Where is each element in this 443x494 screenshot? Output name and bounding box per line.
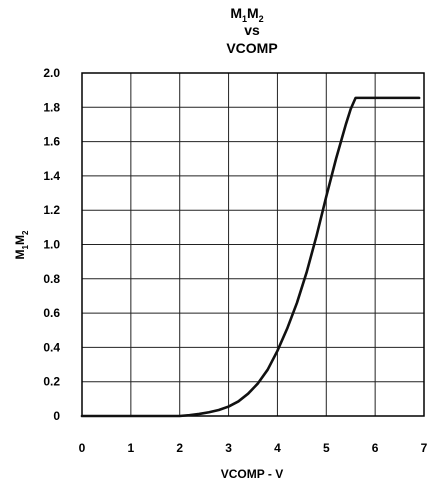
x-tick-label: 3: [225, 441, 232, 455]
y-tick-label: 1.4: [43, 169, 60, 183]
x-tick-label: 6: [372, 441, 379, 455]
tick-labels: 0 1 2 3 4 5 6 7 0 0.2 0.4 0.6 0.8 1.0 1.2 1.4 1.6 1.8 2.0: [43, 66, 427, 455]
x-tick-label: 0: [79, 441, 86, 455]
y-tick-label: 1.6: [43, 135, 60, 149]
y-tick-label: 2.0: [43, 66, 60, 80]
x-tick-label: 4: [274, 441, 281, 455]
chart-title-line2: vs: [244, 22, 260, 38]
y-tick-label: 1.2: [43, 203, 60, 217]
x-tick-label: 1: [128, 441, 135, 455]
y-tick-label: 0: [53, 409, 60, 423]
y-tick-label: 1.8: [43, 100, 60, 114]
y-tick-label: 0.4: [43, 340, 60, 354]
y-tick-label: 0.2: [43, 375, 60, 389]
y-tick-label: 0.8: [43, 272, 60, 286]
y-tick-label: 0.6: [43, 306, 60, 320]
plot-frame: [81, 72, 425, 417]
series-line: [80, 96, 421, 418]
grid: [82, 73, 424, 416]
x-tick-label: 2: [176, 441, 183, 455]
x-tick-label: 7: [421, 441, 428, 455]
x-tick-label: 5: [323, 441, 330, 455]
y-axis-label: M1M2: [13, 230, 30, 259]
chart-title-line1: M1M2: [230, 5, 263, 24]
x-axis-label: VCOMP - V: [221, 467, 283, 481]
chart-title-line3: VCOMP: [226, 40, 277, 56]
y-tick-label: 1.0: [43, 238, 60, 252]
